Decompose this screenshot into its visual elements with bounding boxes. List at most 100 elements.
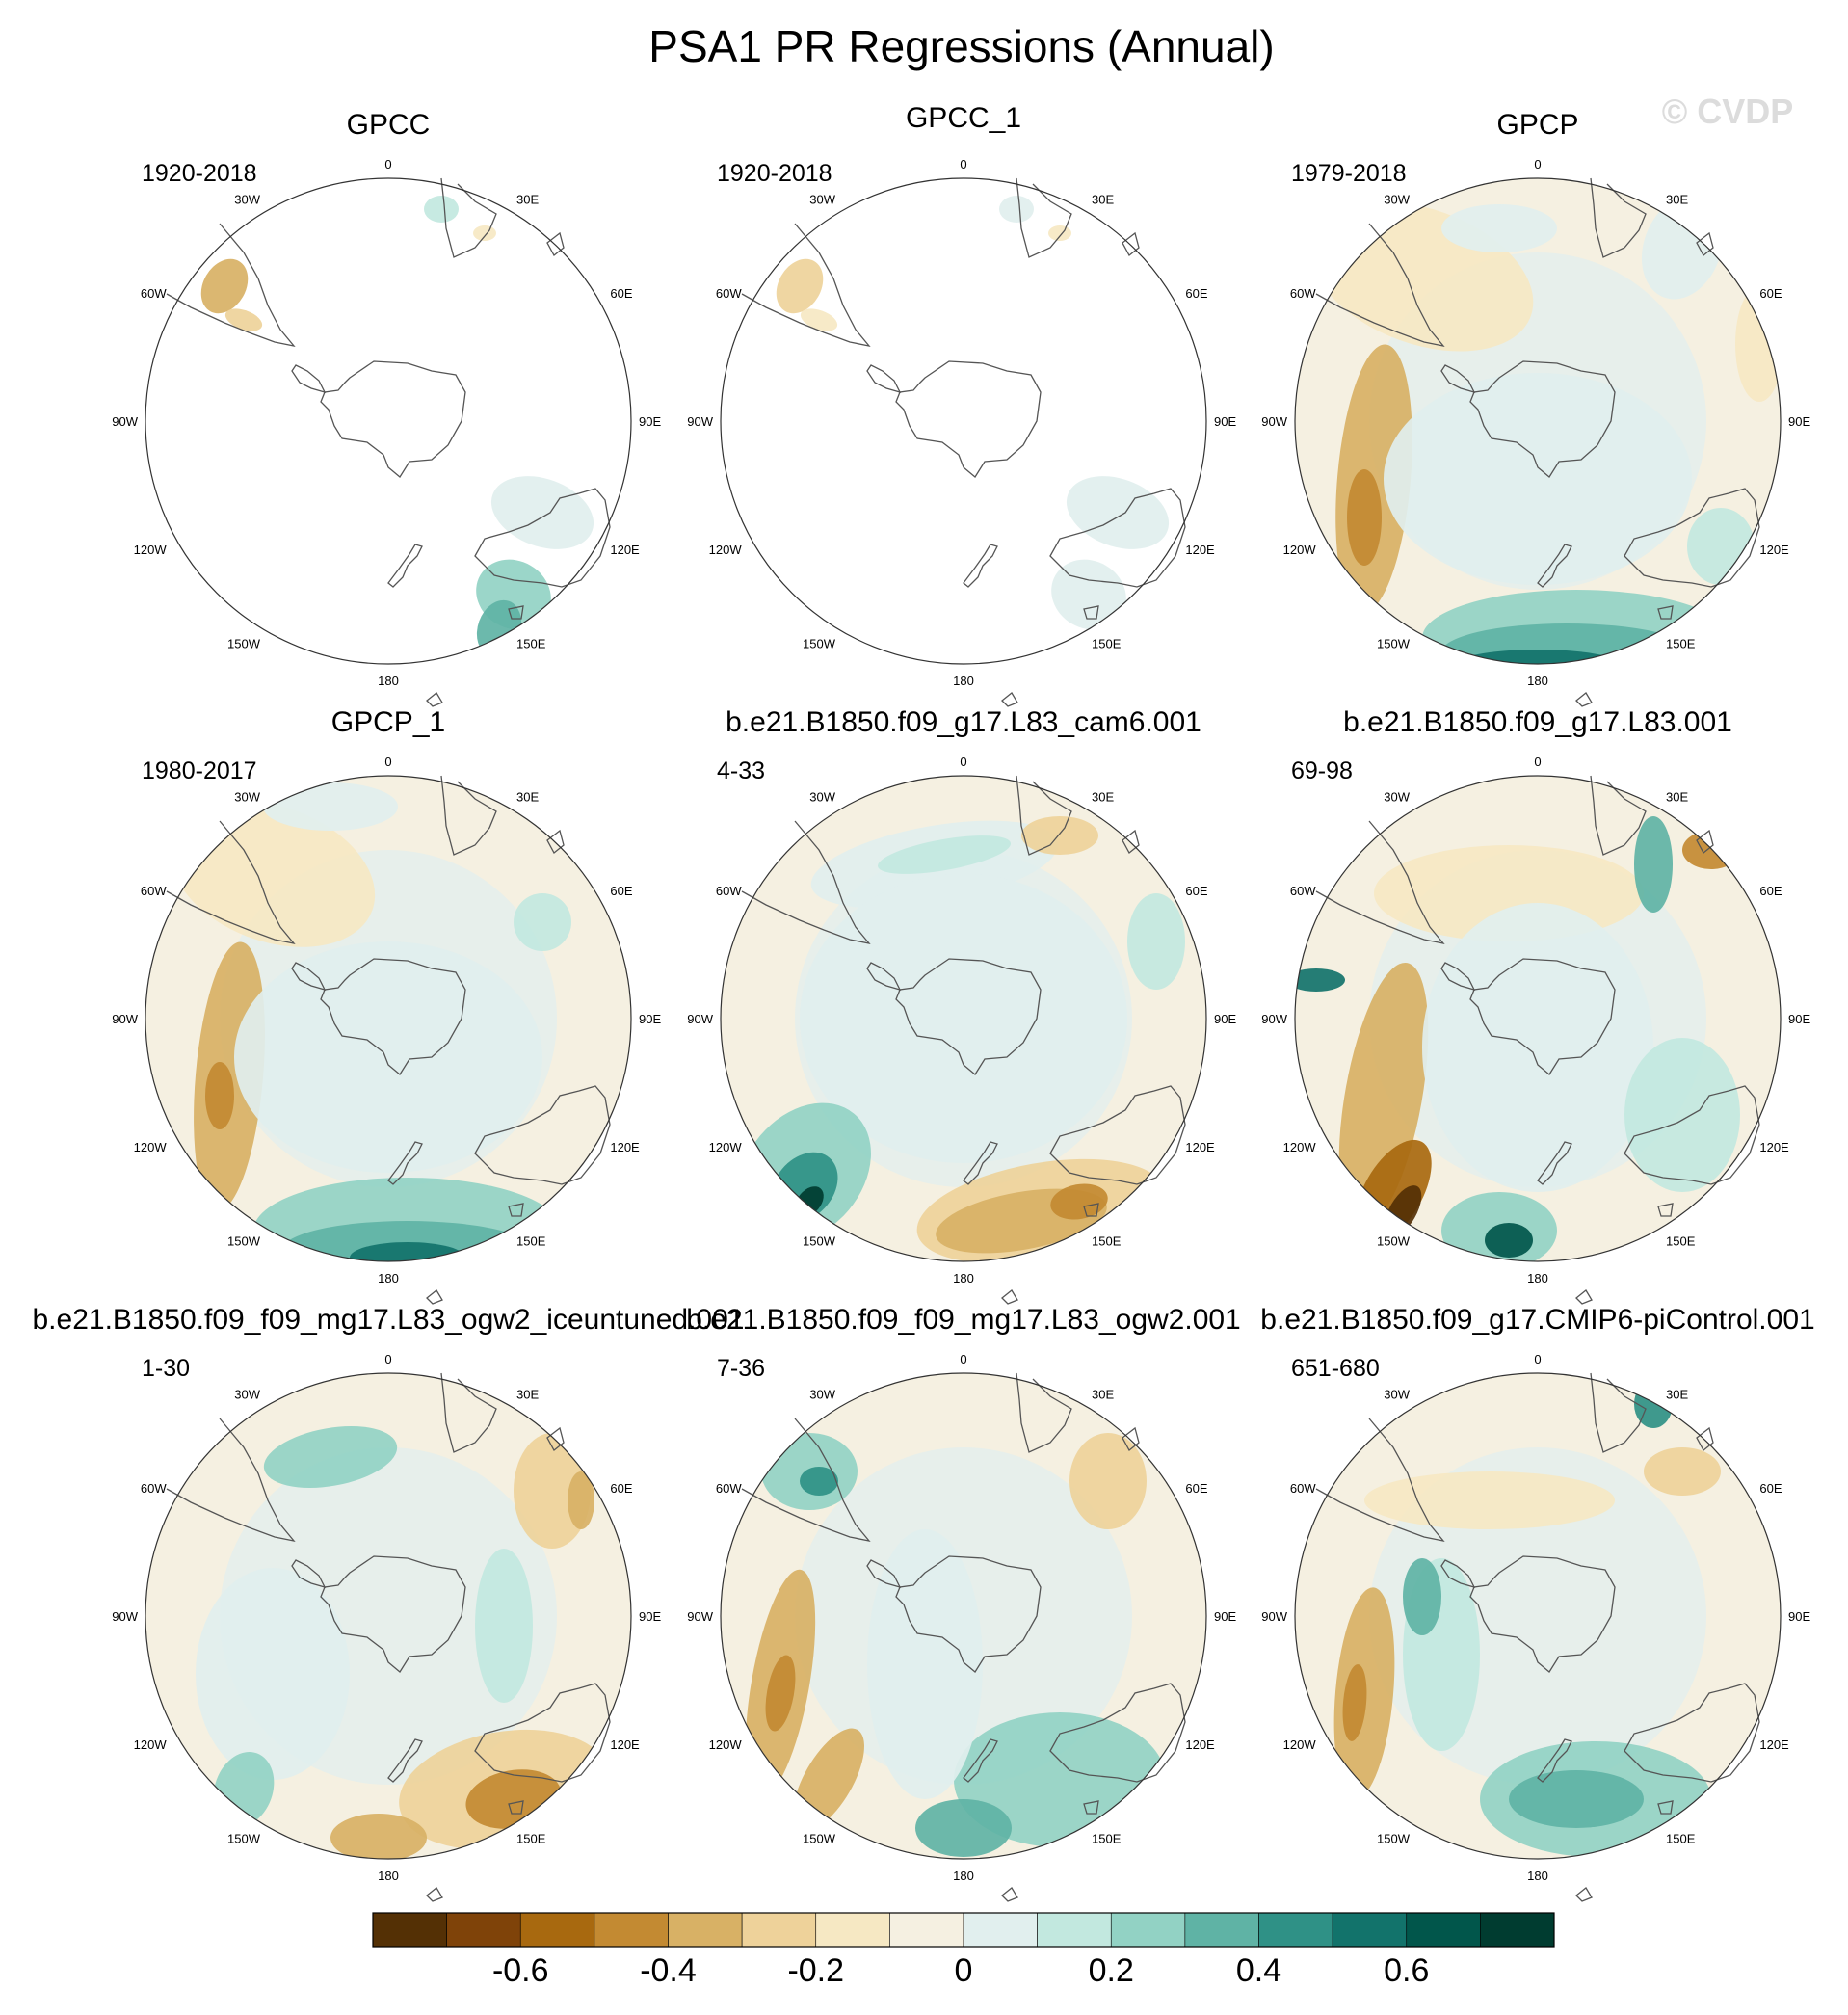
longitude-label: 60W xyxy=(716,286,742,301)
colorbar-swatch xyxy=(372,1912,447,1948)
longitude-label: 0 xyxy=(960,157,966,172)
longitude-label: 120E xyxy=(610,1140,640,1154)
longitude-label: 120E xyxy=(1759,1737,1789,1752)
longitude-label: 180 xyxy=(1527,1869,1548,1883)
longitude-label: 60E xyxy=(1759,1481,1782,1496)
map-panel: GPCC_1 1920-2018 0 30E 60E 90E 120E 150E 180 150W… xyxy=(687,102,1236,707)
longitude-label: 30E xyxy=(1092,1388,1114,1402)
colorbar-swatch xyxy=(815,1912,890,1948)
longitude-label: 90E xyxy=(639,1609,661,1624)
colorbar-swatch xyxy=(1480,1912,1555,1948)
longitude-label: 90E xyxy=(639,414,661,429)
regression-field xyxy=(721,178,1206,664)
longitude-label: 150E xyxy=(1666,636,1696,650)
longitude-label: 0 xyxy=(384,157,391,172)
colorbar-frame xyxy=(372,1912,1555,1948)
longitude-label: 90E xyxy=(1214,1012,1236,1026)
longitude-label: 60E xyxy=(610,286,632,301)
longitude-label: 180 xyxy=(1527,674,1548,688)
regression-field xyxy=(1295,776,1781,1261)
longitude-label: 180 xyxy=(378,674,399,688)
longitude-label: 30E xyxy=(1092,790,1114,805)
longitude-label: 0 xyxy=(384,755,391,769)
colorbar-swatch xyxy=(1406,1912,1481,1948)
longitude-label: 150W xyxy=(227,1233,261,1248)
figure-title: PSA1 PR Regressions (Annual) xyxy=(648,21,1274,71)
longitude-label: 30W xyxy=(1384,193,1410,207)
longitude-label: 120E xyxy=(610,543,640,557)
panel-title: b.e21.B1850.f09_f09_mg17.L83_ogw2_iceunt… xyxy=(33,1304,745,1336)
panel-years: 1980-2017 xyxy=(142,757,257,784)
longitude-label: 30E xyxy=(516,193,539,207)
longitude-label: 90W xyxy=(687,1609,713,1624)
coastlines xyxy=(1315,775,1760,1305)
longitude-label: 30E xyxy=(516,790,539,805)
longitude-label: 150E xyxy=(1666,1233,1696,1248)
longitude-label: 30E xyxy=(1666,193,1688,207)
colorbar-tick-label: -0.2 xyxy=(787,1952,844,1989)
longitude-label: 150W xyxy=(1377,1831,1411,1845)
longitude-label: 90E xyxy=(639,1012,661,1026)
longitude-label: 60E xyxy=(610,884,632,898)
map-boundary xyxy=(720,1372,1207,1860)
panel-years: 1979-2018 xyxy=(1291,160,1407,187)
longitude-label: 60W xyxy=(716,884,742,898)
map-panel: GPCP_1 1980-2017 0 30E 60E 90E 120E 150E 180 150W… xyxy=(112,706,661,1305)
longitude-label: 0 xyxy=(1534,1352,1541,1366)
longitude-label: 90W xyxy=(1261,414,1287,429)
coastlines xyxy=(1315,177,1760,707)
panel-title: b.e21.B1850.f09_g17.L83.001 xyxy=(1343,706,1732,738)
longitude-label: 180 xyxy=(953,1271,974,1286)
longitude-label: 30W xyxy=(234,193,260,207)
longitude-label: 120E xyxy=(1759,1140,1789,1154)
colorbar-swatch xyxy=(963,1912,1038,1948)
longitude-label: 60W xyxy=(1290,286,1316,301)
coastlines xyxy=(1315,1372,1760,1902)
longitude-label: 30W xyxy=(234,1388,260,1402)
longitude-label: 120W xyxy=(134,1140,168,1154)
longitude-label: 180 xyxy=(378,1869,399,1883)
longitude-label: 180 xyxy=(378,1271,399,1286)
coastlines xyxy=(741,1372,1186,1902)
longitude-label: 0 xyxy=(960,1352,966,1366)
colorbar-swatch xyxy=(519,1912,595,1948)
map-boundary xyxy=(145,177,632,665)
map-panel: b.e21.B1850.f09_f09_mg17.L83_ogw2_iceunt… xyxy=(33,1304,745,1902)
panel-title: b.e21.B1850.f09_g17.CMIP6-piControl.001 xyxy=(1260,1304,1814,1336)
longitude-label: 0 xyxy=(384,1352,391,1366)
longitude-label: 30E xyxy=(516,1388,539,1402)
regression-field xyxy=(721,1373,1206,1859)
colorbar-tick-label: 0.2 xyxy=(1089,1952,1134,1989)
longitude-label: 90E xyxy=(1788,1012,1810,1026)
regression-field xyxy=(1295,1373,1781,1859)
coastlines xyxy=(741,177,1186,707)
longitude-label: 90E xyxy=(1214,1609,1236,1624)
colorbar-swatch xyxy=(1110,1912,1186,1948)
longitude-label: 30W xyxy=(809,193,835,207)
longitude-label: 60E xyxy=(1185,1481,1207,1496)
longitude-label: 150W xyxy=(803,1831,836,1845)
panel-years: 1920-2018 xyxy=(142,160,257,187)
coastlines xyxy=(166,1372,611,1902)
map-panel: GPCP 1979-2018 0 30E 60E 90E 120E 150E 180 150W 12… xyxy=(1261,109,1810,707)
longitude-label: 150W xyxy=(803,1233,836,1248)
longitude-label: 150W xyxy=(803,636,836,650)
longitude-label: 180 xyxy=(953,674,974,688)
colorbar-swatch xyxy=(1332,1912,1408,1948)
colorbar-swatch xyxy=(741,1912,817,1948)
colorbar-swatch xyxy=(1258,1912,1333,1948)
longitude-label: 120W xyxy=(709,1737,743,1752)
longitude-label: 0 xyxy=(960,755,966,769)
cvdp-watermark: © CVDP xyxy=(1662,92,1794,131)
panel-years: 7-36 xyxy=(717,1355,765,1382)
longitude-label: 120W xyxy=(1283,1140,1317,1154)
regression-field xyxy=(145,1373,631,1859)
longitude-label: 90W xyxy=(112,1012,138,1026)
longitude-label: 120W xyxy=(709,1140,743,1154)
longitude-label: 180 xyxy=(1527,1271,1548,1286)
longitude-label: 120W xyxy=(134,1737,168,1752)
panel-years: 4-33 xyxy=(717,757,765,784)
panel-title: GPCP_1 xyxy=(331,706,445,738)
colorbar-swatch xyxy=(668,1912,743,1948)
